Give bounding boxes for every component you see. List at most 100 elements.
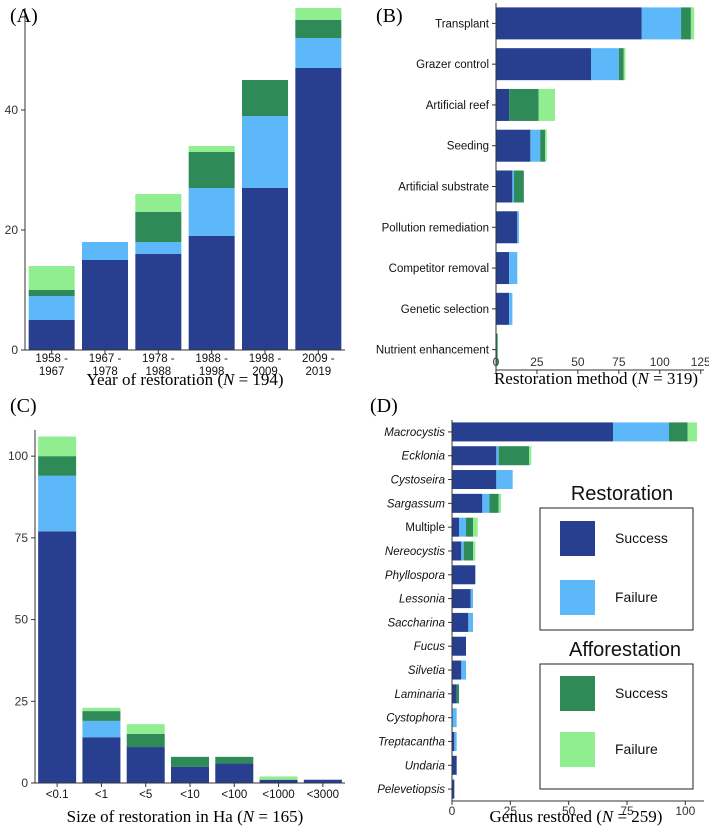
x-tick-label-1000: <1000 — [262, 789, 294, 801]
bar-afforestation-failure-grazer-control — [623, 48, 626, 81]
bar-restoration-success-artificial-substrate — [496, 170, 513, 203]
panel-c: 0 25 50 75 100 <0.1 <1 <5 <10 <100 <1000 <3000 (C) — [8, 395, 345, 801]
y-tick-label: 100 — [8, 449, 28, 463]
y-tick-label-undaria: Undaria — [405, 760, 445, 772]
y-tick-label: 50 — [15, 613, 29, 627]
bar-restoration-failure-1978-1988 — [135, 242, 182, 254]
bar-afforestation-failure-nereocystis — [473, 541, 476, 561]
bar-restoration-success-genetic-selection — [496, 292, 510, 325]
bar-afforestation-success-artificial-substrate — [514, 170, 524, 203]
x-axis-title-c: Size of restoration in Ha (N = 165) — [67, 807, 304, 826]
bar-restoration-failure-pollution-remediation — [517, 211, 519, 244]
bar-restoration-failure-transplant — [641, 7, 682, 40]
bar-restoration-success-cystoseira — [452, 470, 497, 490]
y-tick-label-seeding: Seeding — [447, 141, 489, 153]
bar-afforestation-failure-2009-2019 — [295, 8, 342, 20]
legend-swatch-afforestation-success — [560, 676, 595, 711]
x-tick-label: 75 — [620, 804, 634, 818]
bar-restoration-failure-treptacantha — [454, 731, 457, 751]
bar-restoration-success-macrocystis — [452, 422, 613, 442]
x-tick-label-0-1: <0.1 — [46, 789, 69, 801]
legend: Restoration Success Failure Afforestation Su… — [539, 483, 694, 790]
x-tick-label: 0 — [449, 804, 456, 818]
x-axis-title-a: Year of restoration (N = 194) — [86, 370, 283, 389]
y-tick-label-macrocystis: Macrocystis — [384, 427, 445, 439]
y-tick-label-grazer-control: Grazer control — [416, 59, 489, 71]
y-tick-label-cystoseira: Cystoseira — [391, 475, 445, 487]
x-tick-label-10: <10 — [180, 789, 200, 801]
bar-restoration-success-1998-2009 — [242, 188, 288, 350]
panel-label-a: (A) — [10, 5, 38, 27]
bar-restoration-failure-nereocystis — [461, 541, 464, 561]
bar-restoration-success-grazer-control — [496, 48, 591, 81]
bar-afforestation-success-1998-2009 — [242, 80, 288, 116]
bar-afforestation-success-0-1 — [38, 456, 77, 476]
bar-restoration-success-5 — [126, 747, 165, 783]
bar-afforestation-success-10 — [171, 756, 209, 767]
plot-area-c — [35, 430, 345, 783]
x-tick-label-1988-1998: 1988 -1998 — [195, 353, 228, 378]
bar-afforestation-success-macrocystis — [669, 422, 688, 442]
bar-afforestation-failure-5 — [126, 724, 165, 734]
bar-restoration-success-ecklonia — [452, 446, 497, 466]
x-tick-label: 100 — [675, 804, 695, 818]
bar-restoration-failure-1998-2009 — [242, 116, 288, 188]
bar-restoration-success-pollution-remediation — [496, 211, 518, 244]
bar-restoration-success-phyllospora — [452, 565, 476, 585]
bar-restoration-success-1967-1978 — [82, 260, 128, 350]
bar-restoration-success-pelevetiopsis — [452, 779, 455, 799]
bar-afforestation-failure-artificial-reef — [538, 88, 555, 121]
panel-label-c: (C) — [10, 395, 37, 417]
bar-restoration-failure-1 — [82, 720, 121, 738]
legend-label-restoration-success: Success — [615, 530, 668, 546]
y-tick-label-pollution-remediation: Pollution remediation — [382, 222, 489, 234]
bar-afforestation-success-ecklonia — [498, 446, 529, 466]
bar-afforestation-success-grazer-control — [618, 48, 624, 81]
bar-restoration-success-undaria — [452, 755, 457, 775]
x-tick-label: 50 — [571, 355, 585, 369]
bar-afforestation-success-artificial-reef — [509, 88, 539, 121]
bar-afforestation-success-2009-2019 — [295, 20, 342, 38]
bar-restoration-success-seeding — [496, 129, 531, 162]
y-tick-label-genetic-selection: Genetic selection — [401, 304, 489, 316]
bar-restoration-success-10 — [171, 766, 209, 783]
plot-area-a — [25, 8, 345, 350]
bar-afforestation-success-1958-1967 — [28, 290, 75, 296]
y-tick-label-artificial-substrate: Artificial substrate — [398, 182, 489, 194]
bar-restoration-success-1 — [82, 737, 121, 783]
bar-restoration-failure-competitor-removal — [509, 252, 518, 285]
bar-restoration-success-2009-2019 — [295, 68, 342, 350]
bar-restoration-success-sargassum — [452, 493, 483, 513]
bar-restoration-failure-artificial-substrate — [512, 170, 515, 203]
y-tick-label: 25 — [15, 694, 29, 708]
x-tick-label-1967-1978: 1967 -1978 — [89, 353, 122, 378]
bar-restoration-success-nereocystis — [452, 541, 462, 561]
x-tick-label: 50 — [562, 804, 576, 818]
bar-restoration-failure-multiple — [459, 517, 466, 537]
legend-title-restoration: Restoration — [571, 483, 673, 505]
y-tick-label-phyllospora: Phyllospora — [385, 570, 445, 582]
bar-afforestation-failure-seeding — [545, 129, 547, 162]
bar-afforestation-success-laminaria — [456, 684, 459, 704]
panel-label-b: (B) — [376, 5, 403, 27]
x-tick-label-1958-1967: 1958 -1967 — [35, 353, 68, 378]
bar-restoration-failure-silvetia — [461, 660, 466, 680]
y-tick-label-nereocystis: Nereocystis — [385, 546, 445, 558]
panel-label-d: (D) — [370, 395, 398, 417]
legend-title-afforestation: Afforestation — [569, 639, 681, 661]
x-tick-label-3000: <3000 — [307, 789, 339, 801]
y-tick-label-artificial-reef: Artificial reef — [426, 100, 490, 112]
y-tick-label-competitor-removal: Competitor removal — [389, 263, 489, 275]
bar-restoration-failure-lessonia — [470, 589, 473, 609]
bar-restoration-failure-1988-1998 — [188, 188, 235, 236]
x-tick-label-1998-2009: 1998 -2009 — [249, 353, 282, 378]
x-tick-label: 25 — [504, 804, 518, 818]
legend-box-afforestation — [539, 663, 694, 790]
y-tick-label: 75 — [15, 531, 29, 545]
bar-restoration-failure-sargassum — [482, 493, 490, 513]
bar-restoration-failure-macrocystis — [613, 422, 669, 442]
bar-restoration-failure-2009-2019 — [295, 38, 342, 68]
bar-afforestation-success-1 — [82, 711, 121, 721]
bar-restoration-success-competitor-removal — [496, 252, 510, 285]
